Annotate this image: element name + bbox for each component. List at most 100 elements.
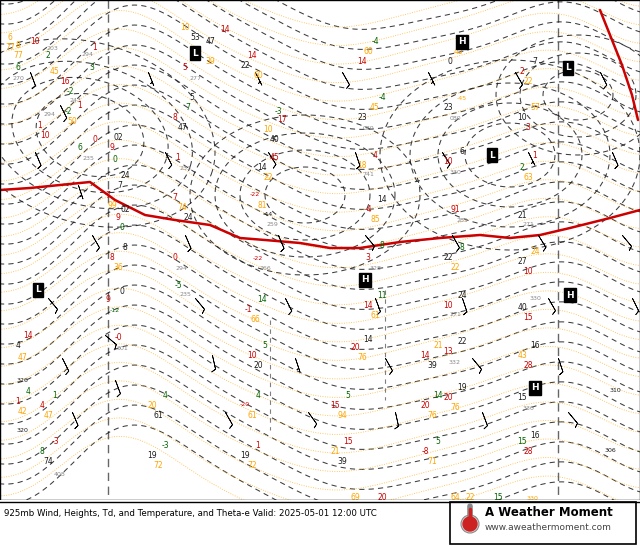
Text: 42: 42 <box>17 407 27 417</box>
Text: 22: 22 <box>444 253 452 263</box>
Text: 5: 5 <box>182 63 188 73</box>
Text: 9: 9 <box>109 144 115 152</box>
Text: 10: 10 <box>30 38 40 46</box>
Text: 10: 10 <box>517 114 527 122</box>
Text: -45: -45 <box>457 96 467 100</box>
Text: 50: 50 <box>67 117 77 127</box>
Text: -4: -4 <box>378 93 386 103</box>
Text: 43: 43 <box>530 383 540 393</box>
Text: H: H <box>531 383 539 393</box>
Text: 203: 203 <box>46 45 58 50</box>
Text: 81: 81 <box>257 200 267 210</box>
Text: 77: 77 <box>13 50 23 60</box>
Text: 45: 45 <box>370 104 380 112</box>
Text: 02: 02 <box>113 134 123 143</box>
Text: 71: 71 <box>427 458 437 466</box>
Text: 64: 64 <box>450 494 460 502</box>
Text: 8: 8 <box>123 244 127 252</box>
Text: 271: 271 <box>449 312 461 318</box>
Text: -12: -12 <box>110 307 120 312</box>
Text: 6: 6 <box>460 147 465 157</box>
Text: 66: 66 <box>250 316 260 324</box>
Text: 72: 72 <box>153 460 163 470</box>
Text: A Weather Moment: A Weather Moment <box>485 507 612 519</box>
Text: 328: 328 <box>369 265 381 270</box>
Text: 0: 0 <box>120 223 124 233</box>
Circle shape <box>461 515 479 533</box>
Text: 330: 330 <box>526 496 538 501</box>
Text: 24: 24 <box>183 213 193 223</box>
Text: 45: 45 <box>270 153 280 163</box>
Text: 22: 22 <box>465 494 475 502</box>
Text: 63: 63 <box>523 174 533 182</box>
Text: 60: 60 <box>363 48 373 56</box>
Text: 235: 235 <box>179 293 191 298</box>
Text: 310: 310 <box>609 388 621 393</box>
Text: 4: 4 <box>163 390 168 400</box>
Text: 330: 330 <box>522 406 534 411</box>
Text: 53: 53 <box>190 33 200 43</box>
Text: 61: 61 <box>153 411 163 419</box>
Text: 22: 22 <box>457 337 467 347</box>
Text: 1: 1 <box>532 151 538 159</box>
Text: -1: -1 <box>461 38 468 46</box>
Text: 28: 28 <box>524 360 532 370</box>
Text: 301: 301 <box>116 346 128 351</box>
Text: 6: 6 <box>15 63 20 73</box>
Text: 3: 3 <box>365 253 371 263</box>
Text: 19: 19 <box>240 450 250 460</box>
Text: 14: 14 <box>377 195 387 205</box>
Text: 91: 91 <box>450 205 460 215</box>
Text: 39: 39 <box>337 458 347 466</box>
Text: 1: 1 <box>77 100 83 110</box>
Text: 11: 11 <box>377 290 387 300</box>
Text: -22: -22 <box>250 193 260 198</box>
Text: 22: 22 <box>240 61 250 69</box>
Text: 330: 330 <box>529 295 541 300</box>
Text: -3: -3 <box>274 108 282 116</box>
Text: 10: 10 <box>443 300 453 310</box>
Text: 7: 7 <box>173 193 177 203</box>
Text: 20: 20 <box>350 343 360 353</box>
Text: 40: 40 <box>517 304 527 312</box>
Text: 20: 20 <box>147 401 157 410</box>
Text: 14: 14 <box>220 26 230 34</box>
Text: 330: 330 <box>449 169 461 175</box>
Text: 4: 4 <box>255 390 260 400</box>
Text: 20: 20 <box>420 401 430 410</box>
Text: 61: 61 <box>247 411 257 419</box>
Text: 74: 74 <box>177 204 187 212</box>
Text: 4: 4 <box>372 151 378 159</box>
Text: 15: 15 <box>343 437 353 447</box>
Text: 14: 14 <box>257 295 267 305</box>
Text: 10: 10 <box>443 157 453 167</box>
Text: L: L <box>192 49 198 57</box>
Text: 21: 21 <box>433 341 443 349</box>
Text: 5: 5 <box>189 93 195 103</box>
Text: 270: 270 <box>12 75 24 80</box>
Text: 9: 9 <box>106 295 111 305</box>
Text: 8: 8 <box>380 240 385 250</box>
Text: L: L <box>35 286 41 294</box>
Text: 10: 10 <box>523 268 533 276</box>
Text: 7: 7 <box>106 191 111 199</box>
Text: 10: 10 <box>247 351 257 359</box>
Text: 14: 14 <box>247 50 257 60</box>
Text: -1: -1 <box>244 306 252 314</box>
Text: 4: 4 <box>26 388 31 396</box>
Text: 277: 277 <box>189 75 201 80</box>
Text: 320: 320 <box>16 428 28 432</box>
Text: 16: 16 <box>530 430 540 440</box>
Text: 13: 13 <box>443 347 453 357</box>
Text: 285: 285 <box>456 217 468 223</box>
Text: 20: 20 <box>253 360 263 370</box>
Text: 22: 22 <box>451 264 460 272</box>
Text: 294: 294 <box>44 112 56 117</box>
Text: 21: 21 <box>517 211 527 219</box>
Text: 94: 94 <box>337 411 347 419</box>
Text: 0: 0 <box>173 253 177 263</box>
Text: 0: 0 <box>113 156 117 164</box>
Text: -3: -3 <box>51 437 59 447</box>
Text: 332: 332 <box>449 359 461 365</box>
Text: 235: 235 <box>82 156 94 161</box>
